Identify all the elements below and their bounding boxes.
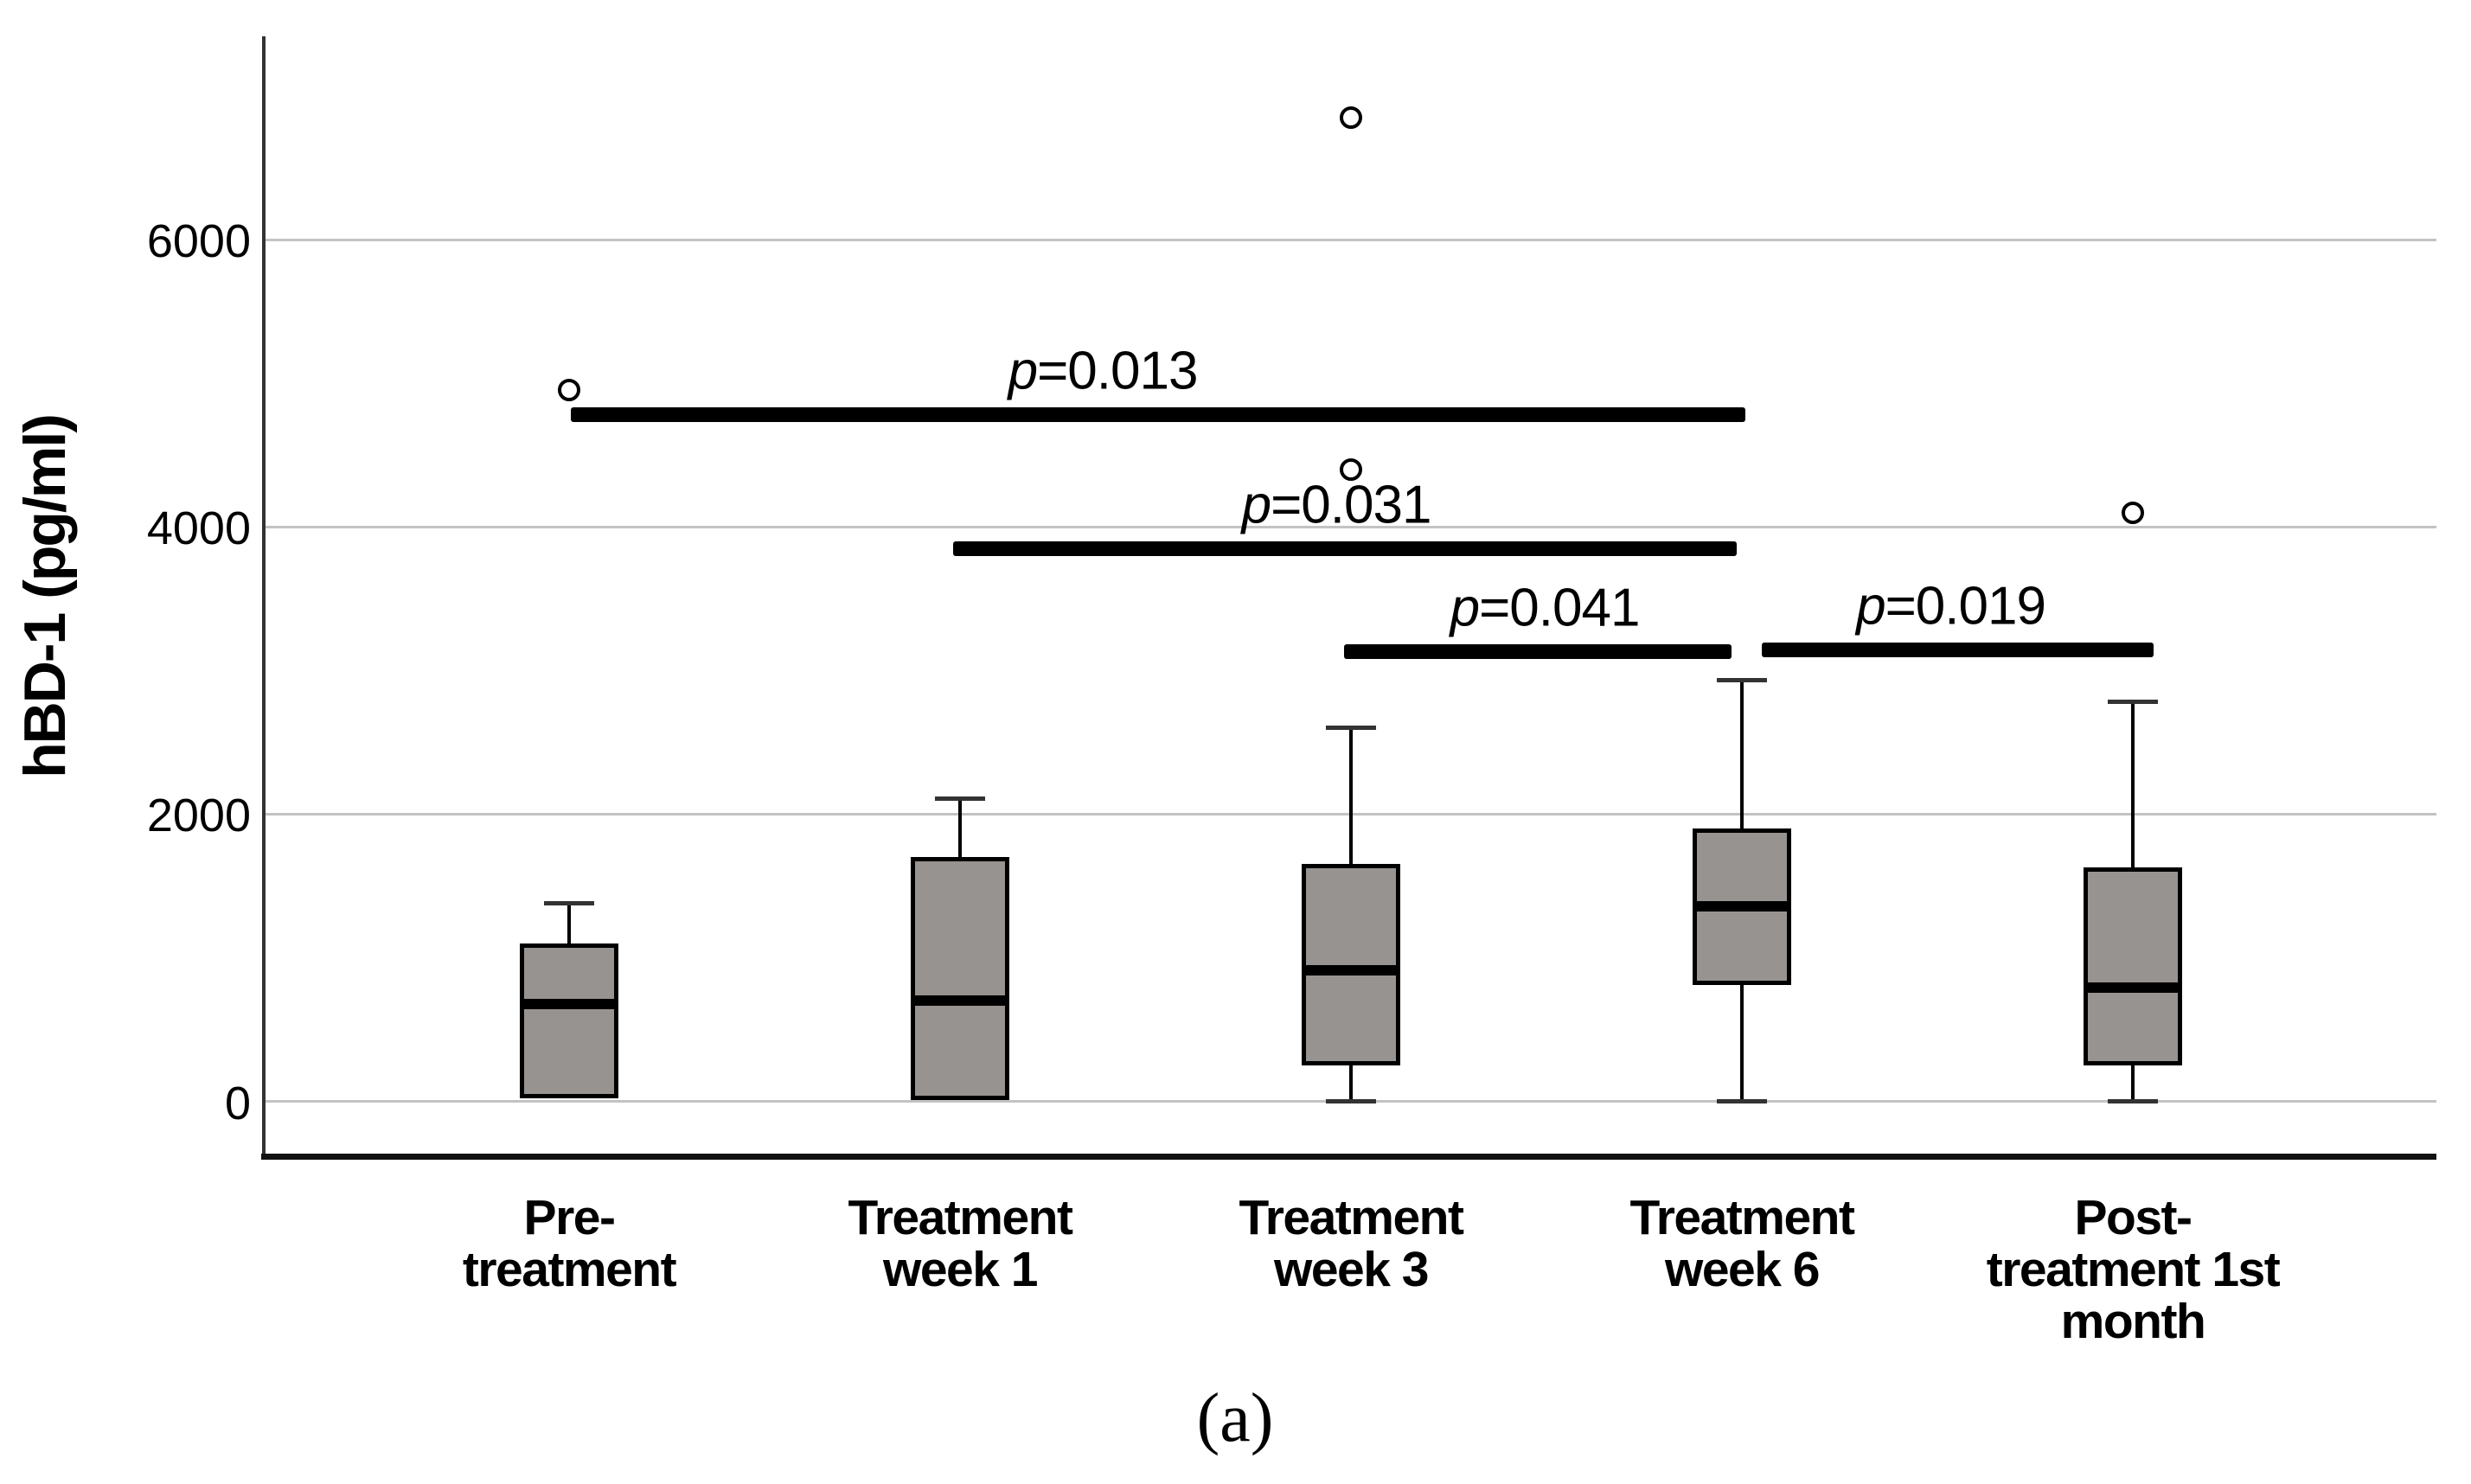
figure-caption: (a) bbox=[1196, 1380, 1274, 1456]
box-5-iqr bbox=[2084, 867, 2182, 1065]
significance-bar bbox=[571, 407, 1745, 423]
upper-whisker-cap bbox=[935, 796, 985, 801]
y-gridline bbox=[266, 238, 2436, 241]
y-tick-label: 0 bbox=[224, 1077, 251, 1129]
y-gridline bbox=[266, 525, 2436, 528]
upper-whisker-line bbox=[567, 903, 571, 943]
x-category-label-line: treatment 1st bbox=[1986, 1242, 2281, 1297]
upper-whisker-cap bbox=[1717, 678, 1767, 683]
y-axis-title: hBD-1 (pg/ml) bbox=[12, 415, 78, 778]
x-category-label-line: week 6 bbox=[1665, 1242, 1820, 1297]
upper-whisker-line bbox=[958, 798, 962, 858]
x-category-label: Treatment week 1 bbox=[848, 1190, 1073, 1297]
outlier-circle-icon bbox=[1340, 457, 1362, 481]
x-axis-line bbox=[261, 1154, 2436, 1160]
lower-whisker-line bbox=[1740, 984, 1744, 1102]
x-category-label: Treatment week 6 bbox=[1629, 1190, 1855, 1297]
significance-label: p=0.041 bbox=[1450, 578, 1641, 639]
x-category-label-line: Pre- bbox=[523, 1190, 616, 1245]
p-value-text: =0.031 bbox=[1271, 475, 1431, 535]
box-5-median bbox=[2084, 982, 2182, 994]
x-category-label: Pre-treatment bbox=[462, 1190, 677, 1297]
box-3-iqr bbox=[1302, 864, 1400, 1065]
y-axis-line bbox=[262, 36, 266, 1160]
x-category-label-line: Treatment bbox=[1239, 1190, 1464, 1245]
p-value-text: =0.041 bbox=[1479, 578, 1640, 638]
outlier-circle-icon bbox=[558, 379, 580, 402]
significance-label: p=0.013 bbox=[1008, 341, 1199, 402]
upper-whisker-line bbox=[1740, 680, 1744, 828]
upper-whisker-cap bbox=[544, 900, 594, 905]
significance-bar bbox=[1762, 643, 2154, 658]
box-1-median bbox=[520, 998, 618, 1009]
box-1-iqr bbox=[520, 943, 618, 1099]
p-value-text: =0.019 bbox=[1885, 576, 2046, 636]
lower-whisker-cap bbox=[1326, 1099, 1376, 1103]
p-symbol: p bbox=[1008, 341, 1038, 401]
significance-bar bbox=[1344, 644, 1732, 660]
x-category-label-line: Post- bbox=[2074, 1190, 2193, 1245]
x-category-label-line: Treatment bbox=[1629, 1190, 1855, 1245]
y-tick-label: 4000 bbox=[146, 502, 251, 555]
significance-bar bbox=[953, 541, 1737, 556]
y-tick-label: 2000 bbox=[146, 790, 251, 842]
x-category-label: Post-treatment 1st month bbox=[1986, 1190, 2281, 1349]
box-3-median bbox=[1302, 965, 1400, 976]
upper-whisker-line bbox=[1349, 727, 1353, 865]
x-category-label-line: week 3 bbox=[1274, 1242, 1429, 1297]
lower-whisker-line bbox=[1349, 1065, 1353, 1102]
y-tick-label: 6000 bbox=[146, 215, 251, 267]
lower-whisker-cap bbox=[1717, 1099, 1767, 1103]
outlier-circle-icon bbox=[1340, 106, 1362, 129]
significance-label: p=0.019 bbox=[1856, 576, 2046, 637]
x-category-label: Treatment week 3 bbox=[1239, 1190, 1464, 1297]
p-symbol: p bbox=[1450, 578, 1480, 638]
p-symbol: p bbox=[1856, 576, 1885, 636]
upper-whisker-cap bbox=[1326, 726, 1376, 731]
x-category-label-line: month bbox=[2060, 1294, 2206, 1349]
lower-whisker-cap bbox=[2108, 1099, 2158, 1103]
x-category-label-line: Treatment bbox=[848, 1190, 1073, 1245]
box-4-median bbox=[1693, 900, 1791, 912]
significance-label: p=0.031 bbox=[1241, 474, 1432, 535]
box-2-median bbox=[911, 995, 1009, 1007]
upper-whisker-line bbox=[2131, 701, 2135, 867]
outlier-circle-icon bbox=[2122, 501, 2144, 524]
p-value-text: =0.013 bbox=[1037, 341, 1198, 401]
p-symbol: p bbox=[1241, 475, 1271, 535]
box-2-iqr bbox=[911, 857, 1009, 1100]
lower-whisker-line bbox=[2131, 1065, 2135, 1102]
upper-whisker-cap bbox=[2108, 700, 2158, 705]
x-category-label-line: treatment bbox=[462, 1242, 677, 1297]
x-category-label-line: week 1 bbox=[883, 1242, 1038, 1297]
